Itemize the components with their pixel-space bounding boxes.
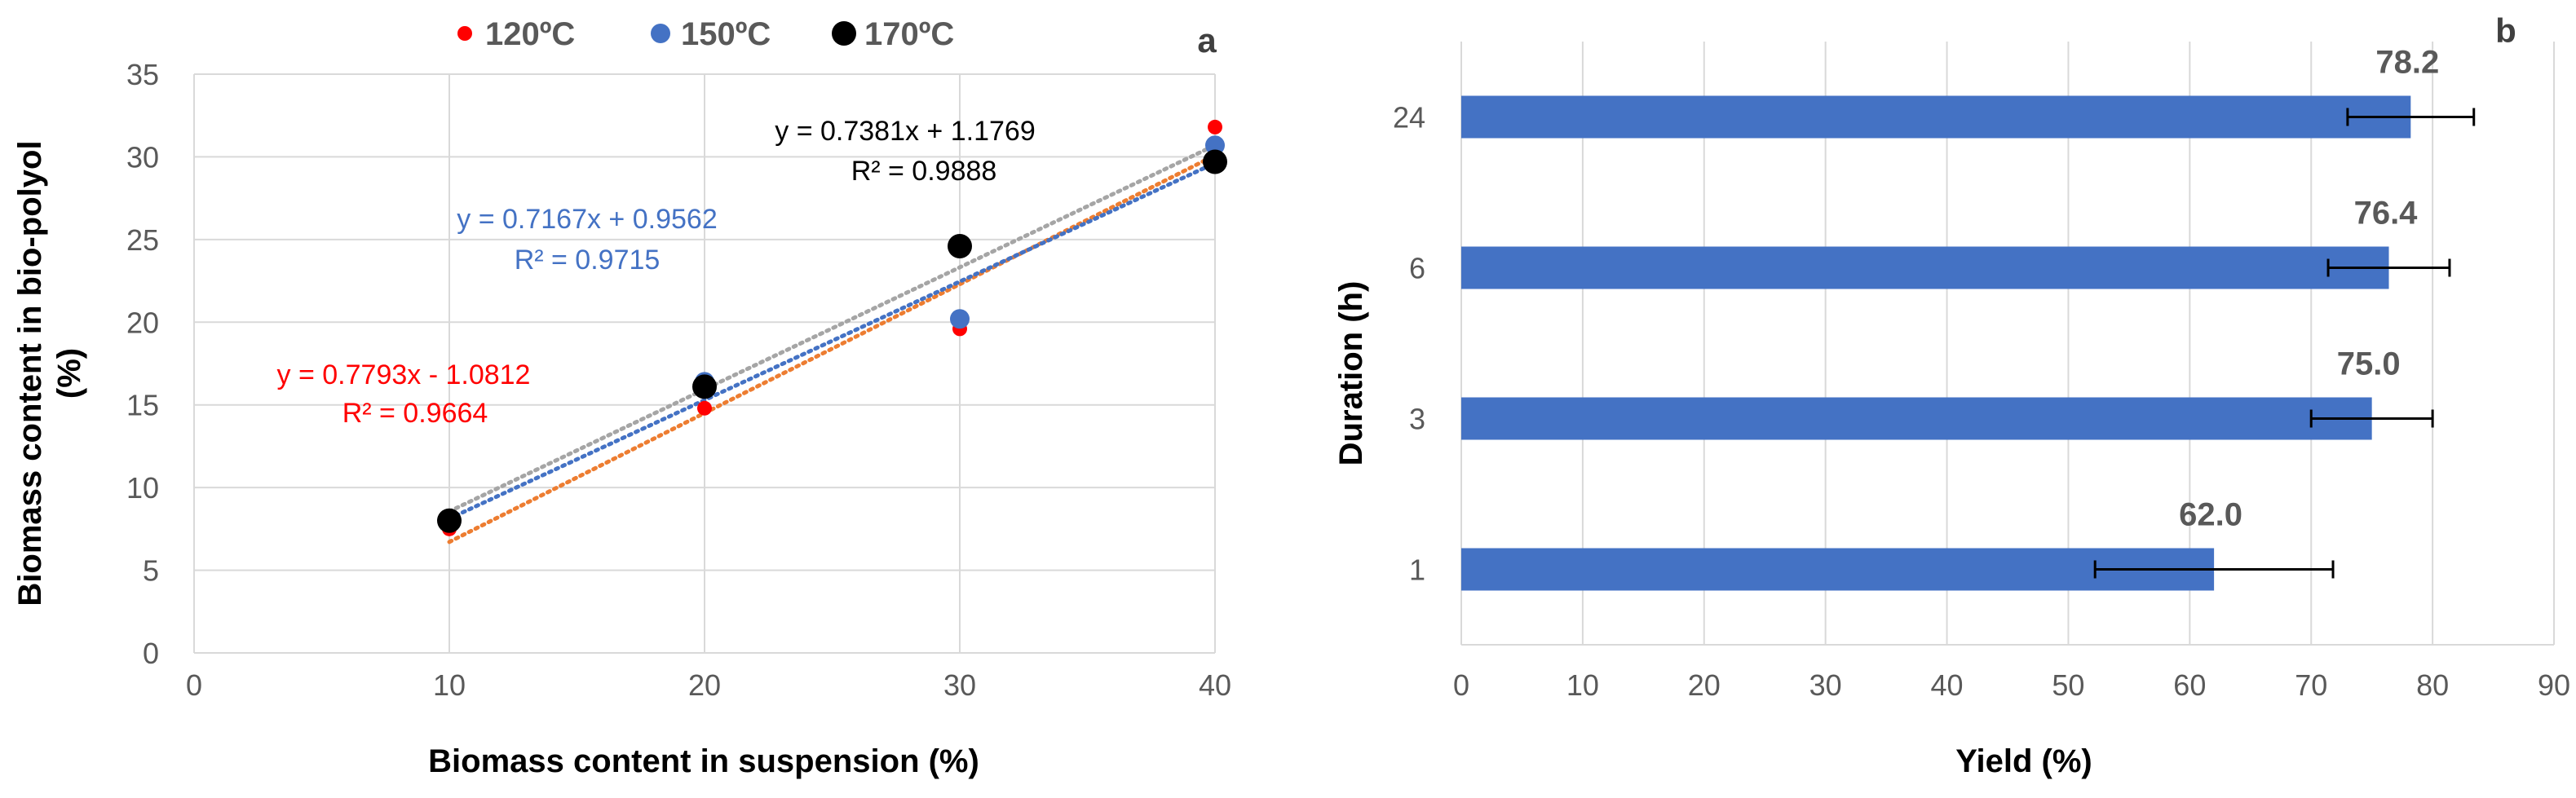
panel-b-error-bars — [2093, 108, 2476, 579]
panel-a-y-axis-title-line1: Biomass content in bio-polyol — [12, 140, 48, 606]
r2-170c: R² = 0.9888 — [851, 156, 997, 187]
y-tick-label: 10 — [126, 471, 159, 505]
y-tick-label: 0 — [143, 637, 159, 670]
bar — [1461, 246, 2389, 289]
panel-a-axes — [193, 74, 1215, 654]
legend-marker — [832, 21, 856, 46]
panel-a-data-points — [437, 119, 1227, 536]
y-tick-label: 25 — [126, 223, 159, 257]
panel-a-trendlines — [447, 143, 1217, 544]
panel-b-axes — [1460, 42, 2554, 646]
equation-150c: y = 0.7167x + 0.9562 — [457, 204, 717, 235]
data-point — [948, 233, 972, 258]
bar — [1461, 95, 2411, 139]
panel-a-y-axis-title-line2: (%) — [51, 348, 87, 399]
legend-marker — [457, 26, 472, 41]
panel-a-scatter-chart: 0 10 20 30 40 0 5 10 15 20 25 30 35 y = 0.7793x - 1.… — [12, 16, 1231, 779]
y-tick-label: 35 — [126, 58, 159, 91]
x-tick-label: 50 — [2052, 668, 2084, 702]
y-tick-label: 3 — [1409, 403, 1425, 436]
y-tick-label: 30 — [126, 140, 159, 174]
x-tick-label: 30 — [943, 668, 976, 702]
legend-marker — [651, 24, 670, 43]
panel-b-tick-labels: 0 10 20 30 40 50 60 70 80 90 1 3 6 24 — [1393, 101, 2570, 703]
bar — [1461, 397, 2372, 440]
y-tick-label: 15 — [126, 389, 159, 422]
x-tick-label: 20 — [1688, 668, 1721, 702]
x-tick-label: 0 — [186, 668, 202, 702]
data-label: 76.4 — [2354, 196, 2419, 231]
x-tick-label: 60 — [2173, 668, 2206, 702]
y-tick-label: 20 — [126, 306, 159, 339]
y-tick-label: 6 — [1409, 252, 1425, 285]
panel-b-bar-chart: 0 10 20 30 40 50 60 70 80 90 1 3 6 24 62.0 75.0 76.4 78.… — [1333, 11, 2570, 779]
panel-a-x-axis-title: Biomass content in suspension (%) — [428, 743, 979, 779]
x-tick-label: 40 — [1931, 668, 1964, 702]
panel-b-letter: b — [2495, 11, 2516, 50]
x-tick-label: 0 — [1453, 668, 1469, 702]
r2-150c: R² = 0.9715 — [515, 245, 661, 276]
y-tick-label: 5 — [143, 554, 159, 588]
trendline — [447, 161, 1217, 521]
data-label: 75.0 — [2337, 346, 2401, 382]
trendline — [447, 143, 1217, 514]
y-tick-label: 24 — [1393, 101, 1425, 134]
panel-b-gridlines — [1581, 42, 2555, 645]
legend-label: 150ºC — [681, 16, 771, 52]
bar — [1461, 548, 2215, 591]
x-tick-label: 70 — [2295, 668, 2327, 702]
panel-b-x-axis-title: Yield (%) — [1955, 743, 2092, 779]
x-tick-label: 90 — [2538, 668, 2570, 702]
x-tick-label: 10 — [433, 668, 466, 702]
data-point — [1208, 119, 1222, 134]
y-tick-label: 1 — [1409, 553, 1425, 587]
panel-b-data-labels: 62.0 75.0 76.4 78.2 — [2179, 45, 2439, 533]
x-tick-label: 30 — [1809, 668, 1842, 702]
panel-b-y-axis-title: Duration (h) — [1333, 281, 1369, 466]
x-tick-label: 10 — [1566, 668, 1599, 702]
x-tick-label: 20 — [688, 668, 721, 702]
legend-label: 170ºC — [864, 16, 954, 52]
data-point — [692, 374, 717, 399]
r2-120c: R² = 0.9664 — [342, 398, 488, 429]
x-tick-label: 80 — [2416, 668, 2449, 702]
panel-a-letter: a — [1197, 21, 1217, 60]
equation-170c: y = 0.7381x + 1.1769 — [775, 116, 1035, 147]
panel-a-gridlines — [194, 73, 1216, 653]
data-label: 62.0 — [2179, 497, 2242, 533]
x-tick-label: 40 — [1199, 668, 1231, 702]
data-label: 78.2 — [2375, 45, 2439, 81]
data-point — [697, 400, 712, 416]
trendline — [447, 153, 1217, 544]
legend-label: 120ºC — [485, 16, 575, 52]
data-point — [950, 309, 970, 329]
data-point — [437, 508, 462, 533]
equation-120c: y = 0.7793x - 1.0812 — [277, 359, 531, 390]
panel-a-legend: 120ºC 150ºC 170ºC — [457, 16, 954, 52]
data-point — [1205, 135, 1225, 156]
data-point — [1203, 149, 1227, 174]
panel-a-tick-labels: 0 10 20 30 40 0 5 10 15 20 25 30 35 — [126, 58, 1231, 702]
panel-b-bars — [1461, 95, 2411, 591]
